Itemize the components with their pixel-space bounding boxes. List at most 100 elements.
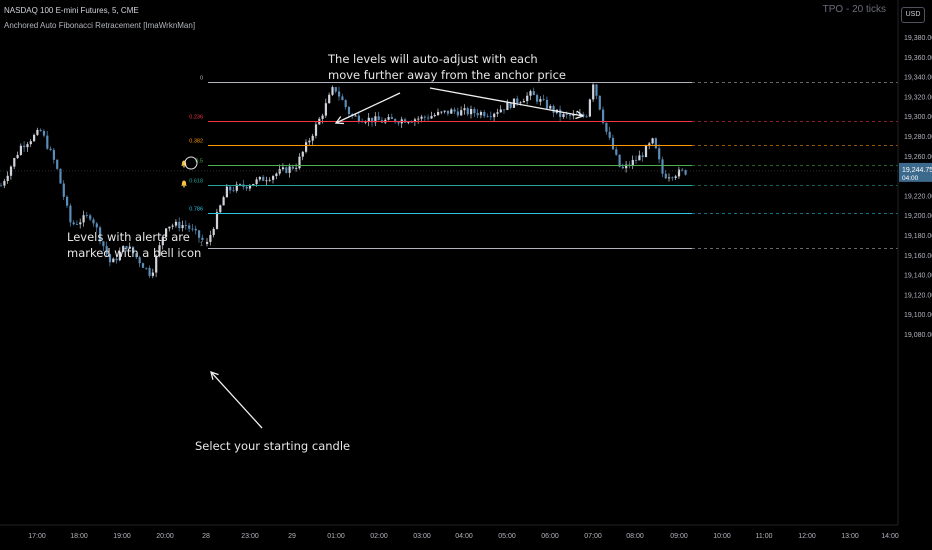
- candle: [178, 217, 181, 232]
- candle: [460, 106, 463, 116]
- time-tick-label: 02:00: [370, 533, 388, 540]
- candle: [404, 117, 407, 124]
- candle: [522, 98, 525, 103]
- candle: [19, 143, 22, 156]
- candle: [89, 213, 92, 222]
- candle: [99, 225, 102, 245]
- candle: [334, 86, 337, 94]
- candle: [311, 133, 314, 145]
- price-tick-label: 19,280.00: [904, 134, 932, 141]
- candle: [165, 228, 168, 239]
- candle: [595, 84, 598, 100]
- candle: [29, 139, 32, 147]
- candle: [115, 255, 118, 264]
- current-price-value: 19,244.75: [902, 167, 932, 174]
- candle: [132, 246, 135, 255]
- candle: [155, 254, 158, 278]
- candle: [347, 105, 351, 117]
- candle: [536, 93, 539, 105]
- fib-level-label: 0.5: [195, 159, 203, 165]
- candle: [42, 129, 46, 138]
- candle: [92, 217, 95, 227]
- candle: [377, 111, 380, 121]
- candle: [466, 106, 469, 117]
- candle: [364, 120, 367, 125]
- candle: [245, 186, 248, 191]
- candle: [168, 226, 171, 232]
- candle: [677, 166, 681, 179]
- candle: [324, 98, 327, 118]
- time-tick-label: 28: [202, 533, 210, 540]
- candle: [301, 151, 304, 161]
- time-tick-label: 10:00: [713, 533, 731, 540]
- candle: [191, 224, 194, 232]
- candle: [674, 174, 677, 181]
- time-tick-label: 29: [288, 533, 296, 540]
- symbol-title: NASDAQ 100 E-mini Futures, 5, CME: [4, 6, 139, 15]
- candle: [631, 155, 634, 170]
- time-tick-label: 08:00: [626, 533, 644, 540]
- indicator-title[interactable]: Anchored Auto Fibonacci Retracement [Ima…: [4, 21, 196, 30]
- candle: [654, 137, 657, 149]
- candle: [128, 242, 131, 250]
- candle: [496, 108, 499, 117]
- current-price-tag: [899, 162, 932, 182]
- bottom-callout: Select your starting candle: [195, 439, 351, 453]
- candle: [36, 127, 39, 137]
- candle: [453, 107, 456, 115]
- candle: [374, 112, 377, 127]
- candle: [651, 137, 654, 145]
- time-tick-label: 04:00: [455, 533, 473, 540]
- candle: [526, 92, 529, 105]
- time-tick-label: 23:00: [241, 533, 259, 540]
- candle: [82, 210, 85, 227]
- candle: [539, 96, 542, 106]
- candle: [328, 92, 331, 104]
- candle: [635, 155, 638, 164]
- candle: [122, 245, 125, 252]
- top-callout: The levels will auto-adjust with each mo…: [328, 52, 566, 82]
- candle: [171, 223, 174, 230]
- time-tick-label: 07:00: [584, 533, 602, 540]
- candle: [118, 247, 121, 262]
- price-tick-label: 19,260.00: [904, 154, 932, 161]
- time-tick-label: 01:00: [327, 533, 345, 540]
- time-tick-label: 14:00: [881, 533, 899, 540]
- candle: [661, 156, 664, 178]
- candle: [281, 163, 285, 172]
- price-tick-label: 19,200.00: [904, 213, 932, 220]
- candle: [148, 265, 151, 278]
- candle: [198, 229, 201, 243]
- price-tick-label: 19,160.00: [904, 253, 932, 260]
- candle: [668, 173, 671, 182]
- candle: [52, 147, 55, 164]
- price-tick-label: 19,100.00: [904, 312, 932, 319]
- time-tick-label: 17:00: [28, 533, 46, 540]
- candle: [188, 222, 191, 233]
- price-tick-label: 19,340.00: [904, 75, 932, 82]
- candle: [417, 116, 420, 124]
- fib-level-label: 0.786: [189, 207, 203, 213]
- currency-button[interactable]: USD: [901, 7, 925, 23]
- time-tick-label: 20:00: [156, 533, 174, 540]
- candle: [341, 93, 344, 101]
- candle: [605, 122, 608, 135]
- candle: [95, 222, 98, 233]
- candle: [446, 110, 450, 116]
- candle: [638, 150, 641, 161]
- candle: [473, 107, 476, 117]
- candle: [298, 153, 301, 170]
- candle: [400, 116, 403, 129]
- candle: [209, 230, 212, 246]
- candle: [427, 114, 430, 121]
- time-tick-label: 13:00: [841, 533, 859, 540]
- time-tick-label: 12:00: [798, 533, 816, 540]
- price-tick-label: 19,380.00: [904, 35, 932, 42]
- tpo-label: TPO - 20 ticks: [822, 4, 886, 15]
- candle: [357, 113, 360, 124]
- candle: [506, 99, 509, 111]
- candle: [39, 128, 42, 132]
- candle: [225, 184, 228, 198]
- price-tick-label: 19,220.00: [904, 193, 932, 200]
